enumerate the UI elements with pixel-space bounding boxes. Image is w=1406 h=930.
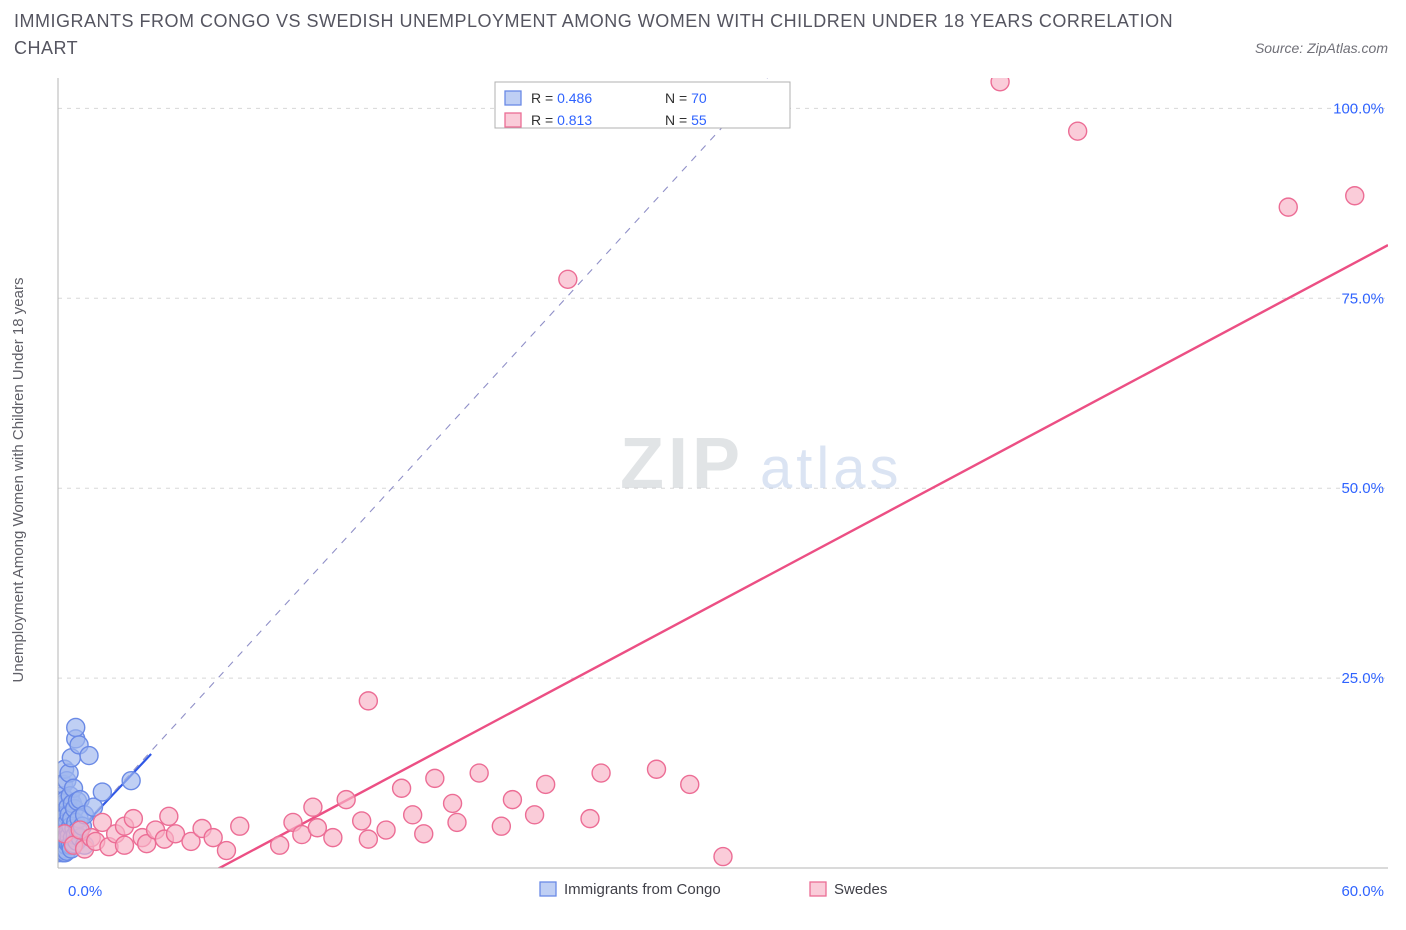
watermark-zip: ZIP	[620, 424, 744, 504]
svg-text:60.0%: 60.0%	[1341, 883, 1384, 900]
svg-text:R = 0.486: R = 0.486	[531, 90, 592, 106]
svg-text:0.0%: 0.0%	[68, 883, 102, 900]
svg-text:100.0%: 100.0%	[1333, 100, 1384, 117]
watermark-atlas: atlas	[760, 436, 903, 501]
svg-text:R = 0.813: R = 0.813	[531, 112, 592, 128]
svg-text:75.0%: 75.0%	[1341, 290, 1384, 307]
svg-text:50.0%: 50.0%	[1341, 480, 1384, 497]
y-axis-label: Unemployment Among Women with Children U…	[10, 278, 27, 683]
svg-text:25.0%: 25.0%	[1341, 670, 1384, 687]
source-credit: Source: ZipAtlas.com	[1255, 40, 1388, 56]
svg-text:Immigrants from Congo: Immigrants from Congo	[564, 881, 721, 898]
svg-text:Swedes: Swedes	[834, 881, 887, 898]
svg-text:N = 70: N = 70	[665, 90, 707, 106]
chart-title: IMMIGRANTS FROM CONGO VS SWEDISH UNEMPLO…	[14, 8, 1206, 62]
svg-text:N = 55: N = 55	[665, 112, 707, 128]
correlation-scatter-chart: ZIP atlas 0.0% 25.0% 50.0% 75.0% 100.0% 60.0%…	[40, 78, 1390, 928]
